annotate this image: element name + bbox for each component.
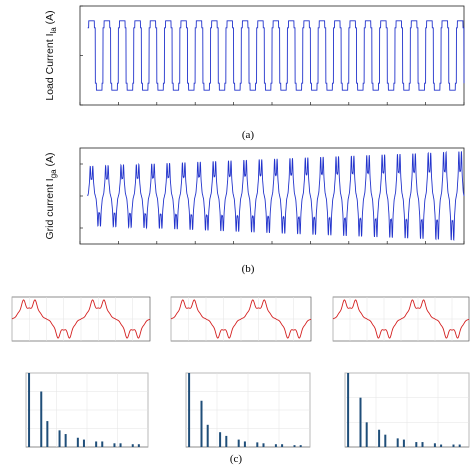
harmonic-bar: [293, 445, 296, 447]
harmonic-bar: [433, 443, 436, 447]
harmonic-bar: [206, 424, 209, 447]
harmonic-bar: [415, 442, 418, 447]
harmonic-bar: [402, 439, 405, 447]
y-axis-label-sub: ga: [49, 169, 58, 178]
y-axis-label-main: Grid current I: [44, 178, 56, 239]
y-axis-label-unit: (A): [44, 152, 56, 169]
caption-a: (a): [242, 129, 255, 141]
chart-panel-a: Load Current Ila (A): [44, 5, 465, 106]
fft-window-c1: [11, 296, 151, 342]
harmonic-bar: [219, 432, 222, 447]
harmonic-bar: [28, 373, 31, 447]
harmonic-bar: [188, 373, 191, 447]
series-line-b: [87, 150, 465, 242]
harmonic-bar: [95, 441, 98, 447]
harmonic-bar: [262, 443, 265, 447]
y-axis-label-sub: la: [49, 27, 58, 34]
harmonic-bar: [225, 435, 228, 447]
harmonic-spectrum-h1: [25, 372, 149, 448]
fft-window-c3: [332, 296, 470, 342]
fft-window-c2: [170, 296, 312, 342]
series-line-c1: [11, 299, 151, 339]
harmonic-bar: [274, 444, 277, 447]
harmonic-bar: [237, 439, 240, 447]
harmonic-bar: [359, 397, 362, 447]
harmonic-bar: [64, 434, 67, 447]
harmonic-bar: [46, 421, 49, 447]
series-line-c2: [170, 299, 312, 339]
harmonic-bar: [40, 391, 43, 447]
caption-c: (c): [230, 453, 243, 465]
harmonic-bar: [200, 400, 203, 447]
y-axis-label: Load Current Ila (A): [44, 10, 58, 100]
harmonic-spectrum-h3: [344, 372, 470, 448]
series-line-c3: [332, 299, 470, 339]
harmonic-bar: [384, 434, 387, 447]
harmonic-bar: [458, 444, 461, 447]
harmonic-bar: [378, 429, 381, 447]
harmonic-bar: [347, 373, 350, 447]
harmonic-bar: [101, 441, 104, 447]
y-axis-label: Grid current Iga (A): [44, 152, 58, 239]
harmonic-bar: [76, 437, 79, 447]
harmonic-bar: [58, 430, 61, 447]
harmonic-bar: [365, 422, 368, 447]
harmonic-bar: [243, 441, 246, 447]
harmonic-bar: [119, 443, 122, 447]
harmonic-bar: [299, 445, 302, 447]
harmonic-bar: [256, 442, 259, 447]
harmonic-bar: [396, 438, 399, 447]
harmonic-bar: [137, 444, 140, 447]
harmonic-bar: [440, 444, 443, 447]
harmonic-bar: [421, 442, 424, 447]
harmonic-bar: [131, 444, 134, 447]
harmonic-spectrum-h2: [185, 372, 311, 448]
chart-panel-b: Grid current Iga (A): [44, 147, 465, 245]
caption-b: (b): [242, 263, 255, 275]
y-axis-label-main: Load Current I: [44, 34, 56, 101]
y-axis-label-unit: (A): [44, 10, 56, 27]
series-line-a: [87, 20, 465, 91]
harmonic-bar: [452, 444, 455, 447]
harmonic-bar: [113, 443, 116, 447]
harmonic-bar: [281, 444, 284, 447]
harmonic-bar: [82, 439, 85, 447]
